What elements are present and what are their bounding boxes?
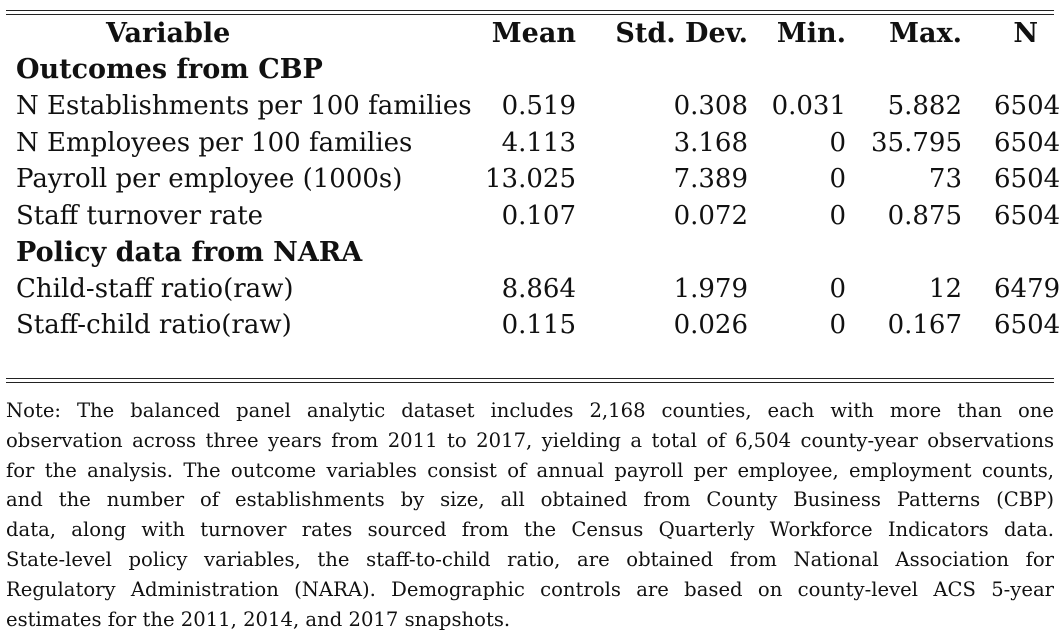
bottom-rule-1 <box>6 378 1054 379</box>
cell-variable: N Establishments per 100 families <box>16 91 472 122</box>
cell-mean: 0.519 <box>501 91 576 122</box>
cell-min: 0 <box>829 200 846 231</box>
cell-mean: 8.864 <box>501 273 576 304</box>
note-line: for the analysis. The outcome variables … <box>6 458 1054 482</box>
cell-variable: Payroll per employee (1000s) <box>16 164 403 195</box>
table-row: Staff-child ratio(raw) 0.115 0.026 0 0.167 65… <box>6 307 1060 344</box>
table-body: Outcomes from CBP N Establishments per 10… <box>6 52 1060 344</box>
top-rule-2 <box>6 14 1054 15</box>
cell-std-dev: 7.389 <box>673 164 748 195</box>
note-line: State-level policy variables, the staff-… <box>6 547 1054 571</box>
table-row: N Establishments per 100 families 0.519 0.… <box>6 88 1060 125</box>
top-rule-1 <box>6 10 1054 11</box>
cell-mean: 4.113 <box>501 127 576 158</box>
cell-std-dev: 3.168 <box>673 127 748 158</box>
note-line: estimates for the 2011, 2014, and 2017 s… <box>6 607 511 631</box>
bottom-rule-2 <box>6 382 1054 383</box>
cell-max: 0.167 <box>887 310 962 341</box>
header-std-dev: Std. Dev. <box>615 17 748 49</box>
note-line: data, along with turnover rates sourced … <box>6 518 1054 542</box>
section-title: Policy data from NARA <box>16 236 363 268</box>
note-line: and the number of establishments by size… <box>6 488 1054 512</box>
cell-std-dev: 1.979 <box>673 273 748 304</box>
cell-std-dev: 0.308 <box>673 91 748 122</box>
table-row: Staff turnover rate 0.107 0.072 0 0.875 6504 <box>6 198 1060 235</box>
cell-min: 0 <box>829 273 846 304</box>
section-header-row: Policy data from NARA <box>6 234 1054 271</box>
cell-variable: Child-staff ratio(raw) <box>16 273 294 304</box>
cell-mean: 0.115 <box>501 310 576 341</box>
table-row: Child-staff ratio(raw) 8.864 1.979 0 12 6479 <box>6 271 1060 308</box>
note-line: Note: The balanced panel analytic datase… <box>6 399 1054 422</box>
cell-mean: 13.025 <box>485 164 576 195</box>
cell-min: 0 <box>829 310 846 341</box>
cell-max: 12 <box>928 273 962 304</box>
header-max: Max. <box>889 17 962 49</box>
cell-variable: Staff-child ratio(raw) <box>16 310 292 341</box>
header-mean: Mean <box>491 17 576 49</box>
cell-max: 5.882 <box>887 91 962 122</box>
header-min: Min. <box>776 17 846 49</box>
section-header-row: Outcomes from CBP <box>6 52 1054 89</box>
cell-max: 73 <box>928 164 962 195</box>
cell-min: 0 <box>829 164 846 195</box>
note-line: observation across three years from 2011… <box>6 428 1054 452</box>
header-n: N <box>1013 17 1038 49</box>
cell-n: 6504 <box>994 310 1060 341</box>
cell-n: 6504 <box>994 164 1060 195</box>
section-title: Outcomes from CBP <box>16 54 323 86</box>
cell-min: 0.031 <box>771 91 846 122</box>
table-note: Note: The balanced panel analytic datase… <box>6 396 1054 634</box>
cell-min: 0 <box>829 127 846 158</box>
summary-statistics-table: Variable Mean Std. Dev. Min. Max. N Outc… <box>6 15 1060 344</box>
table-row: Payroll per employee (1000s) 13.025 7.389 0… <box>6 161 1060 198</box>
cell-variable: N Employees per 100 families <box>16 127 413 158</box>
cell-std-dev: 0.026 <box>673 310 748 341</box>
table-header-row: Variable Mean Std. Dev. Min. Max. N <box>6 15 1054 52</box>
table-row: N Employees per 100 families 4.113 3.168 0 3… <box>6 125 1060 162</box>
cell-n: 6504 <box>994 200 1060 231</box>
cell-max: 0.875 <box>887 200 962 231</box>
cell-variable: Staff turnover rate <box>16 200 264 231</box>
cell-n: 6479 <box>994 273 1060 304</box>
cell-std-dev: 0.072 <box>673 200 748 231</box>
header-variable: Variable <box>106 17 231 49</box>
cell-mean: 0.107 <box>501 200 576 231</box>
cell-n: 6504 <box>994 127 1060 158</box>
cell-max: 35.795 <box>871 127 962 158</box>
note-line: Regulatory Administration (NARA). Demogr… <box>6 577 1054 601</box>
cell-n: 6504 <box>994 91 1060 122</box>
